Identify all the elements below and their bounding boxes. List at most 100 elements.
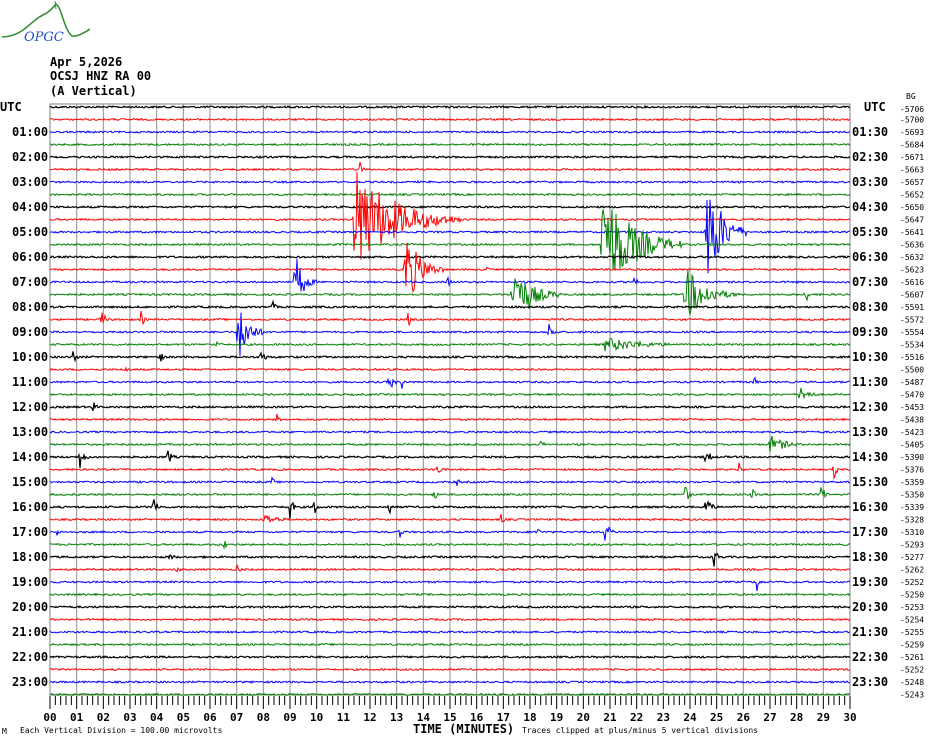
trace-line — [49, 299, 851, 310]
trace-line — [49, 351, 851, 363]
right-time-label: 04:30 — [852, 200, 888, 214]
trace-line — [49, 142, 851, 147]
right-time-label: 12:30 — [852, 400, 888, 414]
right-time-label: 14:30 — [852, 450, 888, 464]
trace-offset-value: -5487 — [900, 378, 924, 387]
trace-offset-value: -5453 — [900, 403, 924, 412]
left-time-label: 14:00 — [12, 450, 48, 464]
trace-line — [49, 487, 851, 500]
x-tick-label: 05 — [177, 711, 190, 724]
trace-line — [49, 655, 851, 659]
trace-line — [49, 592, 851, 597]
left-time-label: 22:00 — [12, 650, 48, 664]
x-tick-label: 16 — [470, 711, 484, 724]
trace-line — [49, 209, 851, 270]
left-time-label: 21:00 — [12, 625, 48, 639]
trace-line — [49, 104, 851, 109]
trace-offset-value: -5262 — [900, 566, 924, 575]
trace-line — [49, 254, 851, 260]
left-time-label: 13:00 — [12, 425, 48, 439]
clip-note: Traces clipped at plus/minus 5 vertical … — [522, 726, 758, 735]
trace-offset-value: -5616 — [900, 278, 924, 287]
right-time-label: 23:30 — [852, 675, 888, 689]
x-tick-label: 03 — [123, 711, 136, 724]
trace-line — [49, 580, 851, 591]
trace-line — [49, 192, 851, 197]
trace-line — [49, 450, 851, 469]
trace-offset-value: -5671 — [900, 153, 924, 162]
trace-line — [49, 270, 851, 315]
trace-line — [49, 564, 851, 573]
trace-line — [49, 388, 851, 400]
trace-offset-value: -5250 — [900, 591, 924, 600]
trace-offset-value: -5328 — [900, 516, 924, 525]
trace-line — [49, 413, 851, 422]
trace-offset-value: -5641 — [900, 228, 924, 237]
left-time-label: 07:00 — [12, 275, 48, 289]
left-time-label: 05:00 — [12, 225, 48, 239]
grid — [49, 103, 851, 709]
trace-line — [49, 337, 851, 352]
right-time-label: 22:30 — [852, 650, 888, 664]
x-tick-label: 27 — [763, 711, 776, 724]
left-time-label: 18:00 — [12, 550, 48, 564]
trace-offset-value: -5339 — [900, 503, 924, 512]
left-time-label: 01:00 — [12, 125, 48, 139]
trace-offset-value: -5405 — [900, 441, 924, 450]
trace-offset-value: -5516 — [900, 353, 924, 362]
trace-line — [49, 430, 850, 434]
trace-line — [49, 366, 851, 373]
trace-line — [49, 402, 851, 412]
trace-offset-value: -5591 — [900, 303, 924, 312]
trace-line — [49, 171, 851, 260]
trace-offset-value: -5310 — [900, 528, 924, 537]
trace-offset-value: -5684 — [900, 141, 924, 150]
trace-line — [49, 667, 850, 672]
trace-offset-value: -5554 — [900, 328, 924, 337]
right-time-label: 08:30 — [852, 300, 888, 314]
left-time-label: 06:00 — [12, 250, 48, 264]
trace-line — [49, 499, 851, 519]
trace-offset-value: -5534 — [900, 341, 924, 350]
trace-line — [49, 376, 850, 389]
x-tick-label: 12 — [363, 711, 376, 724]
trace-offset-value: -5470 — [900, 391, 924, 400]
left-time-label: 15:00 — [12, 475, 48, 489]
trace-line — [49, 155, 851, 160]
x-tick-label: 29 — [817, 711, 830, 724]
trace-line — [49, 258, 851, 292]
left-time-label: 12:00 — [12, 400, 48, 414]
right-time-label: 10:30 — [852, 350, 888, 364]
right-time-label: 11:30 — [852, 375, 888, 389]
left-time-label: 03:00 — [12, 175, 48, 189]
right-time-label: 09:30 — [852, 325, 888, 339]
right-time-label: 21:30 — [852, 625, 888, 639]
x-tick-label: 01 — [70, 711, 84, 724]
labels: 00 01 02 03 04 05 06 07 08 09 10 11 12 13 14 15 16 17 18 19… — [12, 105, 924, 724]
trace-offset-value: -5253 — [900, 603, 924, 612]
trace-offset-value: -5572 — [900, 316, 924, 325]
x-tick-label: 28 — [790, 711, 803, 724]
trace-line — [49, 476, 851, 486]
right-time-label: 02:30 — [852, 150, 888, 164]
x-tick-label: 30 — [843, 711, 856, 724]
right-time-label: 16:30 — [852, 500, 888, 514]
trace-offset-value: -5261 — [900, 653, 924, 662]
right-time-label: 13:30 — [852, 425, 888, 439]
trace-offset-value: -5254 — [900, 616, 924, 625]
x-tick-label: 19 — [550, 711, 563, 724]
station-code: OCSJ HNZ RA 00 — [50, 69, 152, 83]
trace-offset-value: -5652 — [900, 191, 924, 200]
trace-offset-value: -5623 — [900, 266, 924, 275]
right-time-label: 03:30 — [852, 175, 888, 189]
right-time-label: 20:30 — [852, 600, 888, 614]
left-time-label: 11:00 — [12, 375, 48, 389]
trace-line — [49, 513, 851, 524]
trace-offset-value: -5438 — [900, 416, 924, 425]
trace-offset-value: -5636 — [900, 241, 924, 250]
left-time-label: 09:00 — [12, 325, 48, 339]
trace-offset-value: -5663 — [900, 166, 924, 175]
x-tick-label: 20 — [577, 711, 590, 724]
trace-line — [49, 205, 851, 210]
